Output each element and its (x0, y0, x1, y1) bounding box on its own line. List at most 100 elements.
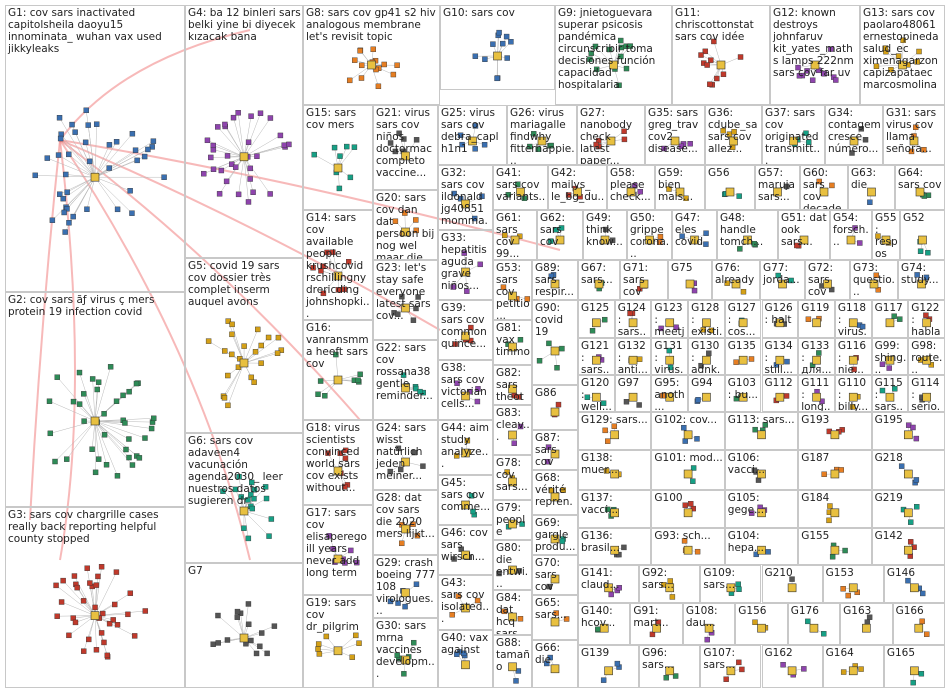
node (455, 593, 461, 599)
hub-node (665, 666, 675, 676)
node (262, 484, 269, 490)
group-box: G89: sars respir... (532, 260, 578, 300)
group-label: G155 (801, 530, 830, 542)
node (636, 402, 642, 408)
group-box: G37: sars cov originated transmitt... (762, 105, 825, 165)
node (816, 178, 822, 185)
node (113, 569, 120, 575)
node (921, 146, 927, 153)
group-label: G17: sars cov elisaperego ill years neve… (306, 507, 367, 579)
edge (94, 141, 117, 178)
node (66, 632, 72, 639)
edge (94, 420, 133, 466)
hub-node (812, 318, 821, 328)
node (602, 427, 608, 434)
node (216, 191, 223, 197)
group-box: G107: sars... (700, 645, 762, 688)
node (413, 385, 419, 392)
node (621, 136, 628, 143)
hub-node (239, 506, 249, 516)
node (842, 547, 848, 554)
group-box: G27: nanobody check latest paper... (577, 105, 645, 165)
hub-node (665, 583, 675, 593)
node (618, 53, 624, 60)
node (241, 525, 247, 531)
node (61, 209, 67, 216)
node (910, 424, 916, 431)
node (908, 519, 914, 525)
hub-node (743, 235, 752, 245)
node (866, 614, 873, 620)
group-label: G111: long... (801, 377, 831, 412)
hub-node (675, 187, 685, 197)
node (87, 580, 93, 586)
node (103, 462, 110, 468)
group-label: G43: sars cov isolated... (441, 577, 490, 625)
hub-node (922, 355, 931, 365)
edge (54, 420, 96, 462)
hub-node (867, 187, 876, 197)
hub-node (922, 318, 931, 328)
node (888, 67, 894, 73)
hub-node (665, 355, 675, 365)
edge (94, 144, 110, 178)
node (748, 356, 755, 362)
group-label: G86 (535, 387, 557, 399)
node (481, 142, 488, 148)
hub-node (550, 449, 560, 459)
node (101, 639, 107, 646)
group-label: G84: dat hcq sars... (496, 592, 528, 635)
node (210, 641, 216, 647)
edge (55, 585, 96, 616)
node (548, 142, 554, 149)
group-box: G118: virus... (834, 300, 872, 338)
hub-node (600, 235, 610, 245)
node (223, 178, 230, 185)
group-box: G15: sars cov mers (303, 105, 373, 210)
node (592, 43, 599, 50)
group-label: G13: sars cov paolaro48061 ernestopineda… (863, 7, 939, 91)
group-label: G54: forsch... (833, 212, 869, 248)
hub-node (665, 318, 675, 328)
node (402, 210, 408, 216)
node (69, 121, 75, 128)
group-label: G90: covid 19 (535, 302, 563, 338)
group-label: G119 (801, 302, 830, 314)
group-box: G95: anoth... (651, 375, 689, 412)
edge (237, 112, 245, 157)
group-box: G121: sars... (578, 338, 615, 375)
node (720, 71, 727, 78)
node (588, 50, 594, 56)
node (908, 148, 915, 155)
node (394, 62, 400, 68)
node (232, 486, 239, 493)
hub-node (775, 355, 785, 365)
node (555, 401, 562, 408)
group-box: G65: sars... (532, 595, 578, 640)
group-box: G82: sars theoth... (493, 365, 532, 405)
group-label: G46: cov sars wirsch... (441, 527, 488, 563)
node (459, 141, 465, 148)
node (496, 570, 502, 577)
hub-node (626, 187, 636, 197)
hub-node (910, 666, 919, 676)
node (733, 359, 739, 365)
group-label: G218 (874, 452, 903, 464)
group-box: G58: please check... (607, 165, 655, 210)
hub-node (594, 279, 604, 289)
group-label: G7 (188, 565, 203, 577)
group-label: G135 (727, 340, 756, 352)
hub-node (550, 346, 560, 356)
edge (61, 601, 96, 616)
node (62, 229, 68, 235)
node (58, 599, 65, 605)
group-label: G49: think know... (586, 212, 623, 248)
node (70, 213, 76, 220)
hub-node (508, 519, 517, 529)
group-label: G57: maruja sars... (758, 167, 795, 203)
hub-node (516, 187, 525, 197)
group-box: G81: vax timmo... (493, 320, 532, 365)
group-box: G131: virus... (651, 338, 689, 375)
node (343, 447, 349, 454)
node (603, 468, 610, 474)
